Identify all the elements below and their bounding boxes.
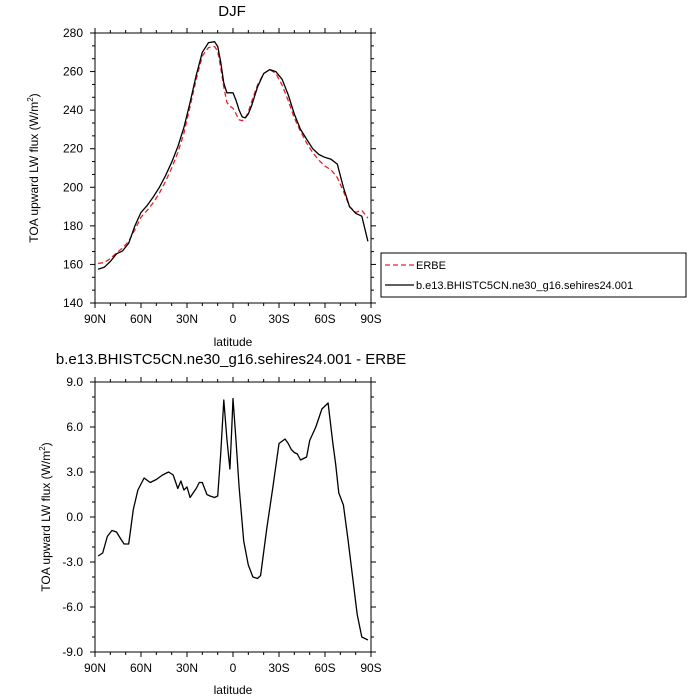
top-ytick-label: 160 bbox=[63, 257, 83, 271]
bottom-ytick-label: 6.0 bbox=[66, 420, 83, 434]
bottom-ylabel: TOA upward LW flux (W/m2) bbox=[38, 442, 53, 591]
top-xtick-label: 60S bbox=[314, 312, 335, 326]
top-xtick-label: 60N bbox=[130, 312, 152, 326]
bottom-ticks: 90N 60N 30N 0 30S 60S 90S -9.0 -6.0 -3.0 0.0 3.0 6.0… bbox=[62, 375, 381, 675]
bottom-xtick-label: 90S bbox=[360, 661, 381, 675]
top-xlabel: latitude bbox=[214, 335, 253, 349]
top-xtick-label: 90N bbox=[84, 312, 106, 326]
top-ylabel: TOA upward LW flux (W/m2) bbox=[26, 93, 41, 242]
top-ytick-label: 260 bbox=[63, 65, 83, 79]
top-xtick-label: 30N bbox=[176, 312, 198, 326]
bottom-ytick-label: -3.0 bbox=[62, 555, 83, 569]
top-ytick-label: 240 bbox=[63, 103, 83, 117]
top-plot-frame bbox=[94, 32, 372, 304]
legend: ERBE b.e13.BHISTC5CN.ne30_g16.sehires24.… bbox=[380, 252, 687, 298]
legend-model-label: b.e13.BHISTC5CN.ne30_g16.sehires24.001 bbox=[416, 280, 633, 292]
bottom-plot-frame bbox=[94, 381, 372, 653]
top-series-line-erbe bbox=[97, 45, 369, 265]
top-title: DJF bbox=[218, 3, 246, 20]
bottom-xtick-label: 0 bbox=[230, 661, 237, 675]
top-series-group bbox=[97, 41, 369, 270]
bottom-ytick-label: -6.0 bbox=[62, 600, 83, 614]
bottom-xtick-label: 60N bbox=[130, 661, 152, 675]
top-ytick-label: 280 bbox=[63, 26, 83, 40]
bottom-panel: b.e13.BHISTC5CN.ne30_g16.sehires24.001 -… bbox=[38, 351, 406, 697]
bottom-series-line-model bbox=[97, 397, 369, 641]
bottom-ytick-label: 0.0 bbox=[66, 510, 83, 524]
bottom-xlabel: latitude bbox=[214, 683, 253, 697]
bottom-xtick-label: 90N bbox=[84, 661, 106, 675]
bottom-series-group bbox=[97, 397, 369, 641]
top-series-line-model bbox=[97, 41, 369, 270]
legend-erbe-label: ERBE bbox=[416, 260, 446, 272]
bottom-ytick-label: -9.0 bbox=[62, 645, 83, 659]
bottom-ytick-label: 9.0 bbox=[66, 375, 83, 389]
top-ytick-label: 180 bbox=[63, 219, 83, 233]
bottom-xtick-label: 60S bbox=[314, 661, 335, 675]
top-panel: DJF 90N 60N 30N 0 30S 60S 90S 140 160 180 200 220 24… bbox=[26, 3, 382, 349]
bottom-ytick-label: 3.0 bbox=[66, 465, 83, 479]
top-xtick-label: 0 bbox=[230, 312, 237, 326]
bottom-title: b.e13.BHISTC5CN.ne30_g16.sehires24.001 -… bbox=[56, 351, 406, 368]
bottom-xtick-label: 30N bbox=[176, 661, 198, 675]
top-ytick-label: 140 bbox=[63, 296, 83, 310]
legend-box bbox=[380, 252, 687, 298]
top-ytick-label: 220 bbox=[63, 142, 83, 156]
top-xtick-label: 90S bbox=[360, 312, 381, 326]
bottom-xtick-label: 30S bbox=[268, 661, 289, 675]
top-ticks: 90N 60N 30N 0 30S 60S 90S 140 160 180 200 220 240 260… bbox=[63, 26, 382, 326]
top-xtick-label: 30S bbox=[268, 312, 289, 326]
top-ytick-label: 200 bbox=[63, 180, 83, 194]
